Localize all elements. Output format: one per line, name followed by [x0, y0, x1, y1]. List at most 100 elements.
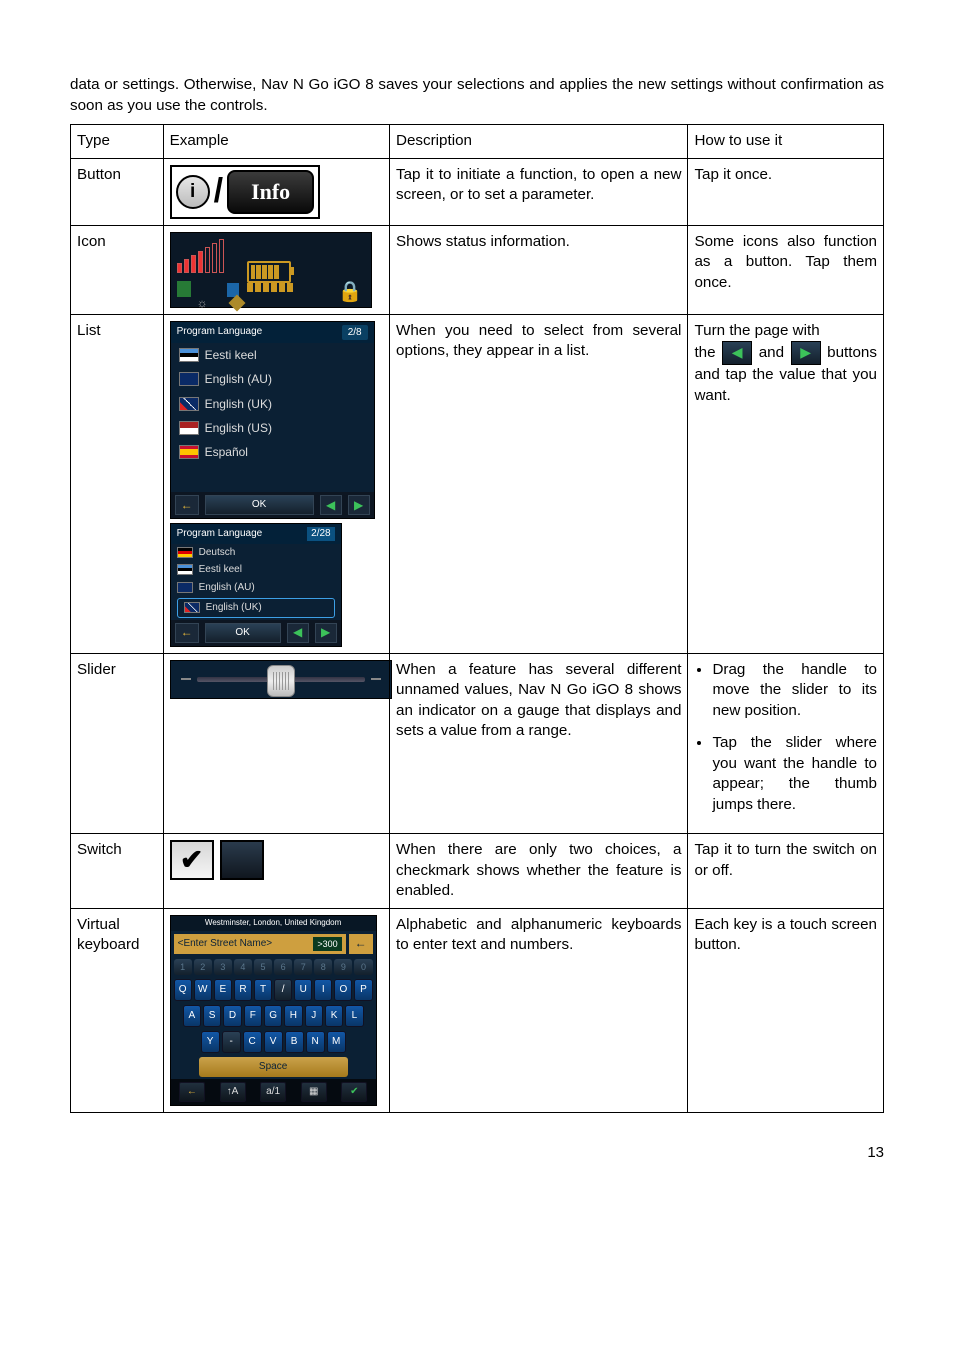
intro-text: data or settings. Otherwise, Nav N Go iG… [70, 75, 884, 116]
controls-table: Type Example Description How to use it B… [70, 124, 884, 1112]
list-item: Español [205, 444, 248, 460]
key-/: / [274, 979, 292, 1001]
key-J: J [305, 1005, 323, 1027]
ok-button: OK [205, 623, 281, 643]
bottom-glyph-icon: ☼ [197, 295, 208, 311]
key-Q: Q [174, 979, 192, 1001]
howto-list-pre: Turn the page with [694, 322, 819, 339]
list-item: English (US) [205, 420, 272, 436]
howto-slider-item: Tap the slider where you want the handle… [712, 733, 877, 815]
back-icon: ← [175, 623, 199, 643]
key-O: O [334, 979, 352, 1001]
kb-row1: QWERT/UIOP [171, 977, 376, 1003]
type-slider: Slider [71, 653, 164, 834]
howto-slider: Drag the handle to move the slider to it… [688, 653, 884, 834]
kb-foot-grid-icon: ▦ [301, 1082, 327, 1102]
key-1: 1 [174, 959, 192, 975]
icon-example: ☼ 🔒 [170, 232, 372, 308]
howto-switch: Tap it to turn the switch on or off. [688, 834, 884, 909]
hdr-description: Description [390, 125, 688, 159]
lock-icon: 🔒 [338, 279, 363, 306]
type-list: List [71, 314, 164, 653]
desc-switch: When there are only two choices, a check… [390, 834, 688, 909]
keyboard-example: Westminster, London, United Kingdom <Ent… [170, 915, 377, 1106]
key-5: 5 [254, 959, 272, 975]
key-T: T [254, 979, 272, 1001]
howto-list-mid: the [694, 344, 715, 361]
nav-prev-img: ◀ [722, 341, 752, 365]
list-item: Eesti keel [205, 347, 257, 363]
desc-keyboard: Alphabetic and alphanumeric keyboards to… [390, 908, 688, 1112]
kb-title: Westminster, London, United Kingdom [171, 916, 376, 931]
key-2: 2 [194, 959, 212, 975]
list-page: 2/8 [342, 325, 368, 341]
desc-slider: When a feature has several different unn… [390, 653, 688, 834]
howto-icon: Some icons also function as a button. Ta… [688, 225, 884, 314]
kb-foot-back-icon: ← [179, 1082, 205, 1102]
green-icon [177, 281, 191, 297]
switch-off-icon [220, 840, 264, 880]
key-U: U [294, 979, 312, 1001]
info-icon: i [176, 175, 210, 209]
key-S: S [203, 1005, 221, 1027]
slash-divider: / [214, 169, 223, 215]
key-H: H [284, 1005, 302, 1027]
key-E: E [214, 979, 232, 1001]
switch-example: ✔ [170, 840, 383, 880]
button-example: i / Info [170, 165, 321, 219]
orange-blocks-icon [247, 283, 293, 292]
switch-on-icon: ✔ [170, 840, 214, 880]
list-page-2: 2/28 [307, 527, 334, 541]
key-C: C [243, 1031, 262, 1053]
nav-prev-icon: ◀ [287, 623, 309, 643]
list-header-2: Program Language [177, 527, 263, 541]
howto-keyboard: Each key is a touch screen button. [688, 908, 884, 1112]
key-6: 6 [274, 959, 292, 975]
kb-row2: ASDFGHJKL [171, 1003, 376, 1029]
key-K: K [325, 1005, 343, 1027]
hdr-type: Type [71, 125, 164, 159]
hdr-howto: How to use it [688, 125, 884, 159]
nav-next-icon: ▶ [315, 623, 337, 643]
key-L: L [345, 1005, 363, 1027]
key-G: G [264, 1005, 282, 1027]
type-button: Button [71, 158, 164, 225]
key-D: D [223, 1005, 241, 1027]
list-item: English (AU) [205, 371, 272, 387]
key-R: R [234, 979, 252, 1001]
back-icon: ← [175, 495, 199, 515]
slider-handle-icon [267, 665, 295, 697]
page-number: 13 [70, 1143, 884, 1163]
key-F: F [244, 1005, 262, 1027]
list-header: Program Language [177, 325, 263, 341]
key-M: M [327, 1031, 346, 1053]
key-N: N [306, 1031, 325, 1053]
slider-example [170, 660, 392, 699]
key-7: 7 [294, 959, 312, 975]
type-icon: Icon [71, 225, 164, 314]
howto-list-and: and [759, 344, 784, 361]
key-A: A [183, 1005, 201, 1027]
key-0: 0 [354, 959, 372, 975]
desc-list: When you need to select from several opt… [390, 314, 688, 653]
space-key: Space [199, 1057, 348, 1077]
kb-foot-shift: ↑A [220, 1082, 246, 1102]
kb-row3: Y-CVBNM [171, 1029, 376, 1055]
ok-button: OK [205, 495, 314, 515]
key-Y: Y [201, 1031, 220, 1053]
key-P: P [354, 979, 372, 1001]
kb-numrow: 1234567890 [171, 957, 376, 977]
key--: - [222, 1031, 241, 1053]
kb-placeholder: <Enter Street Name> [178, 937, 273, 951]
hdr-example: Example [163, 125, 389, 159]
list-item: Eesti keel [199, 563, 242, 577]
signal-bars-icon [177, 239, 224, 273]
list-item: English (UK) [205, 396, 272, 412]
backspace-icon: ← [349, 934, 373, 954]
sat-icon [228, 294, 245, 311]
howto-button: Tap it once. [688, 158, 884, 225]
desc-icon: Shows status information. [390, 225, 688, 314]
howto-list: Turn the page with the ◀ and ▶ buttons a… [688, 314, 884, 653]
nav-prev-icon: ◀ [320, 495, 342, 515]
desc-button: Tap it to initiate a function, to open a… [390, 158, 688, 225]
